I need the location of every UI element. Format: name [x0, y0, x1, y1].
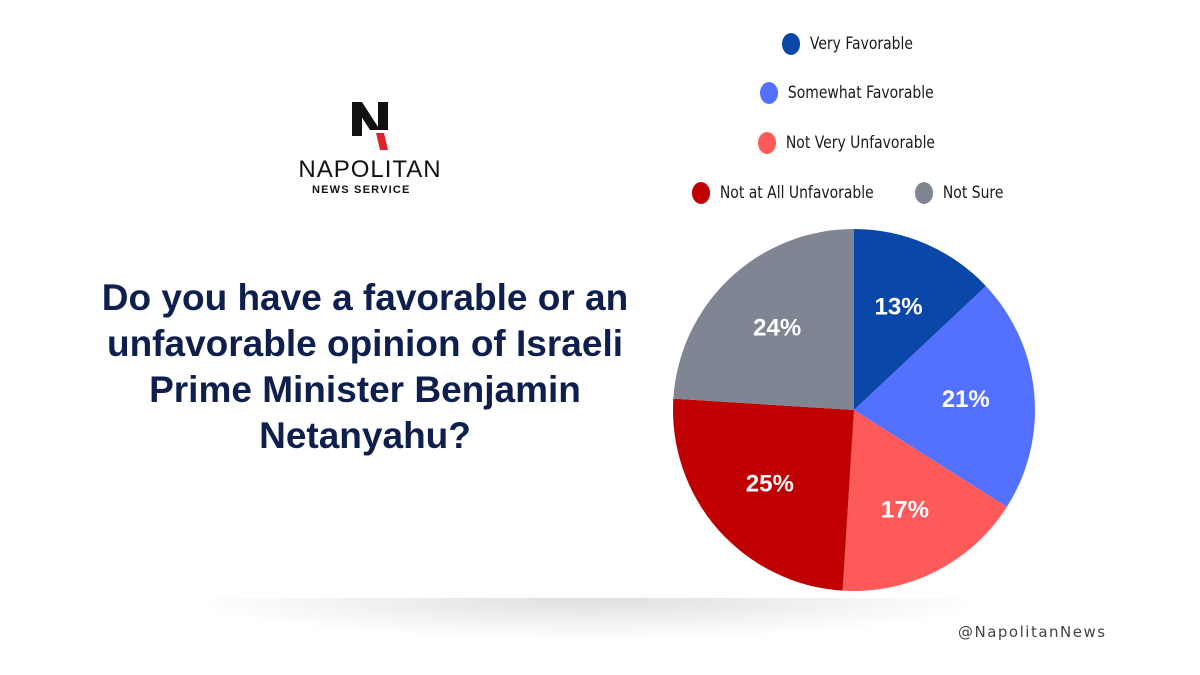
pie-slice-not-very-unfavorable — [842, 410, 1007, 591]
logo-subtitle: NEWS SERVICE — [312, 184, 411, 196]
question-heading: Do you have a favorable or an unfavorabl… — [101, 277, 629, 456]
pie-slice-label: 13% — [875, 294, 923, 321]
legend-label: Very Favorable — [809, 34, 913, 54]
pie-slice-somewhat-favorable — [854, 286, 1035, 507]
legend-label: Not Sure — [942, 183, 1004, 203]
legend-swatch — [692, 182, 711, 204]
social-handle: @NapolitanNews — [958, 623, 1107, 641]
legend-swatch — [758, 132, 777, 154]
napolitan-logo: NAPOLITAN NEWS SERVICE — [290, 100, 450, 196]
legend-label: Not at All Unfavorable — [719, 183, 874, 203]
pie-slice-very-favorable — [854, 229, 986, 410]
pie-slice-label: 21% — [942, 386, 990, 413]
legend-swatch — [915, 182, 934, 204]
legend-item-very-favorable: Very Favorable — [782, 33, 913, 55]
legend-swatch — [760, 82, 779, 104]
pie-slice-label: 24% — [753, 315, 801, 342]
legend-label: Somewhat Favorable — [787, 83, 934, 103]
legend-label: Not Very Unfavorable — [785, 133, 936, 153]
card-shadow — [210, 598, 970, 638]
legend-item-not-at-all-unfavorable: Not at All Unfavorable — [692, 182, 874, 204]
napolitan-n-icon — [352, 102, 388, 150]
legend-item-somewhat-favorable: Somewhat Favorable — [760, 82, 934, 104]
legend-item-not-sure: Not Sure — [915, 182, 1003, 204]
pie-slice-label: 17% — [881, 496, 929, 523]
legend-swatch — [782, 33, 801, 55]
legend-item-not-very-unfavorable: Not Very Unfavorable — [758, 132, 935, 154]
pie-slice-not-at-all-unfavorable — [673, 398, 854, 591]
pie-slice-not-sure — [673, 229, 854, 410]
logo-name: NAPOLITAN — [298, 156, 442, 183]
pie-slice-label: 25% — [746, 471, 794, 498]
